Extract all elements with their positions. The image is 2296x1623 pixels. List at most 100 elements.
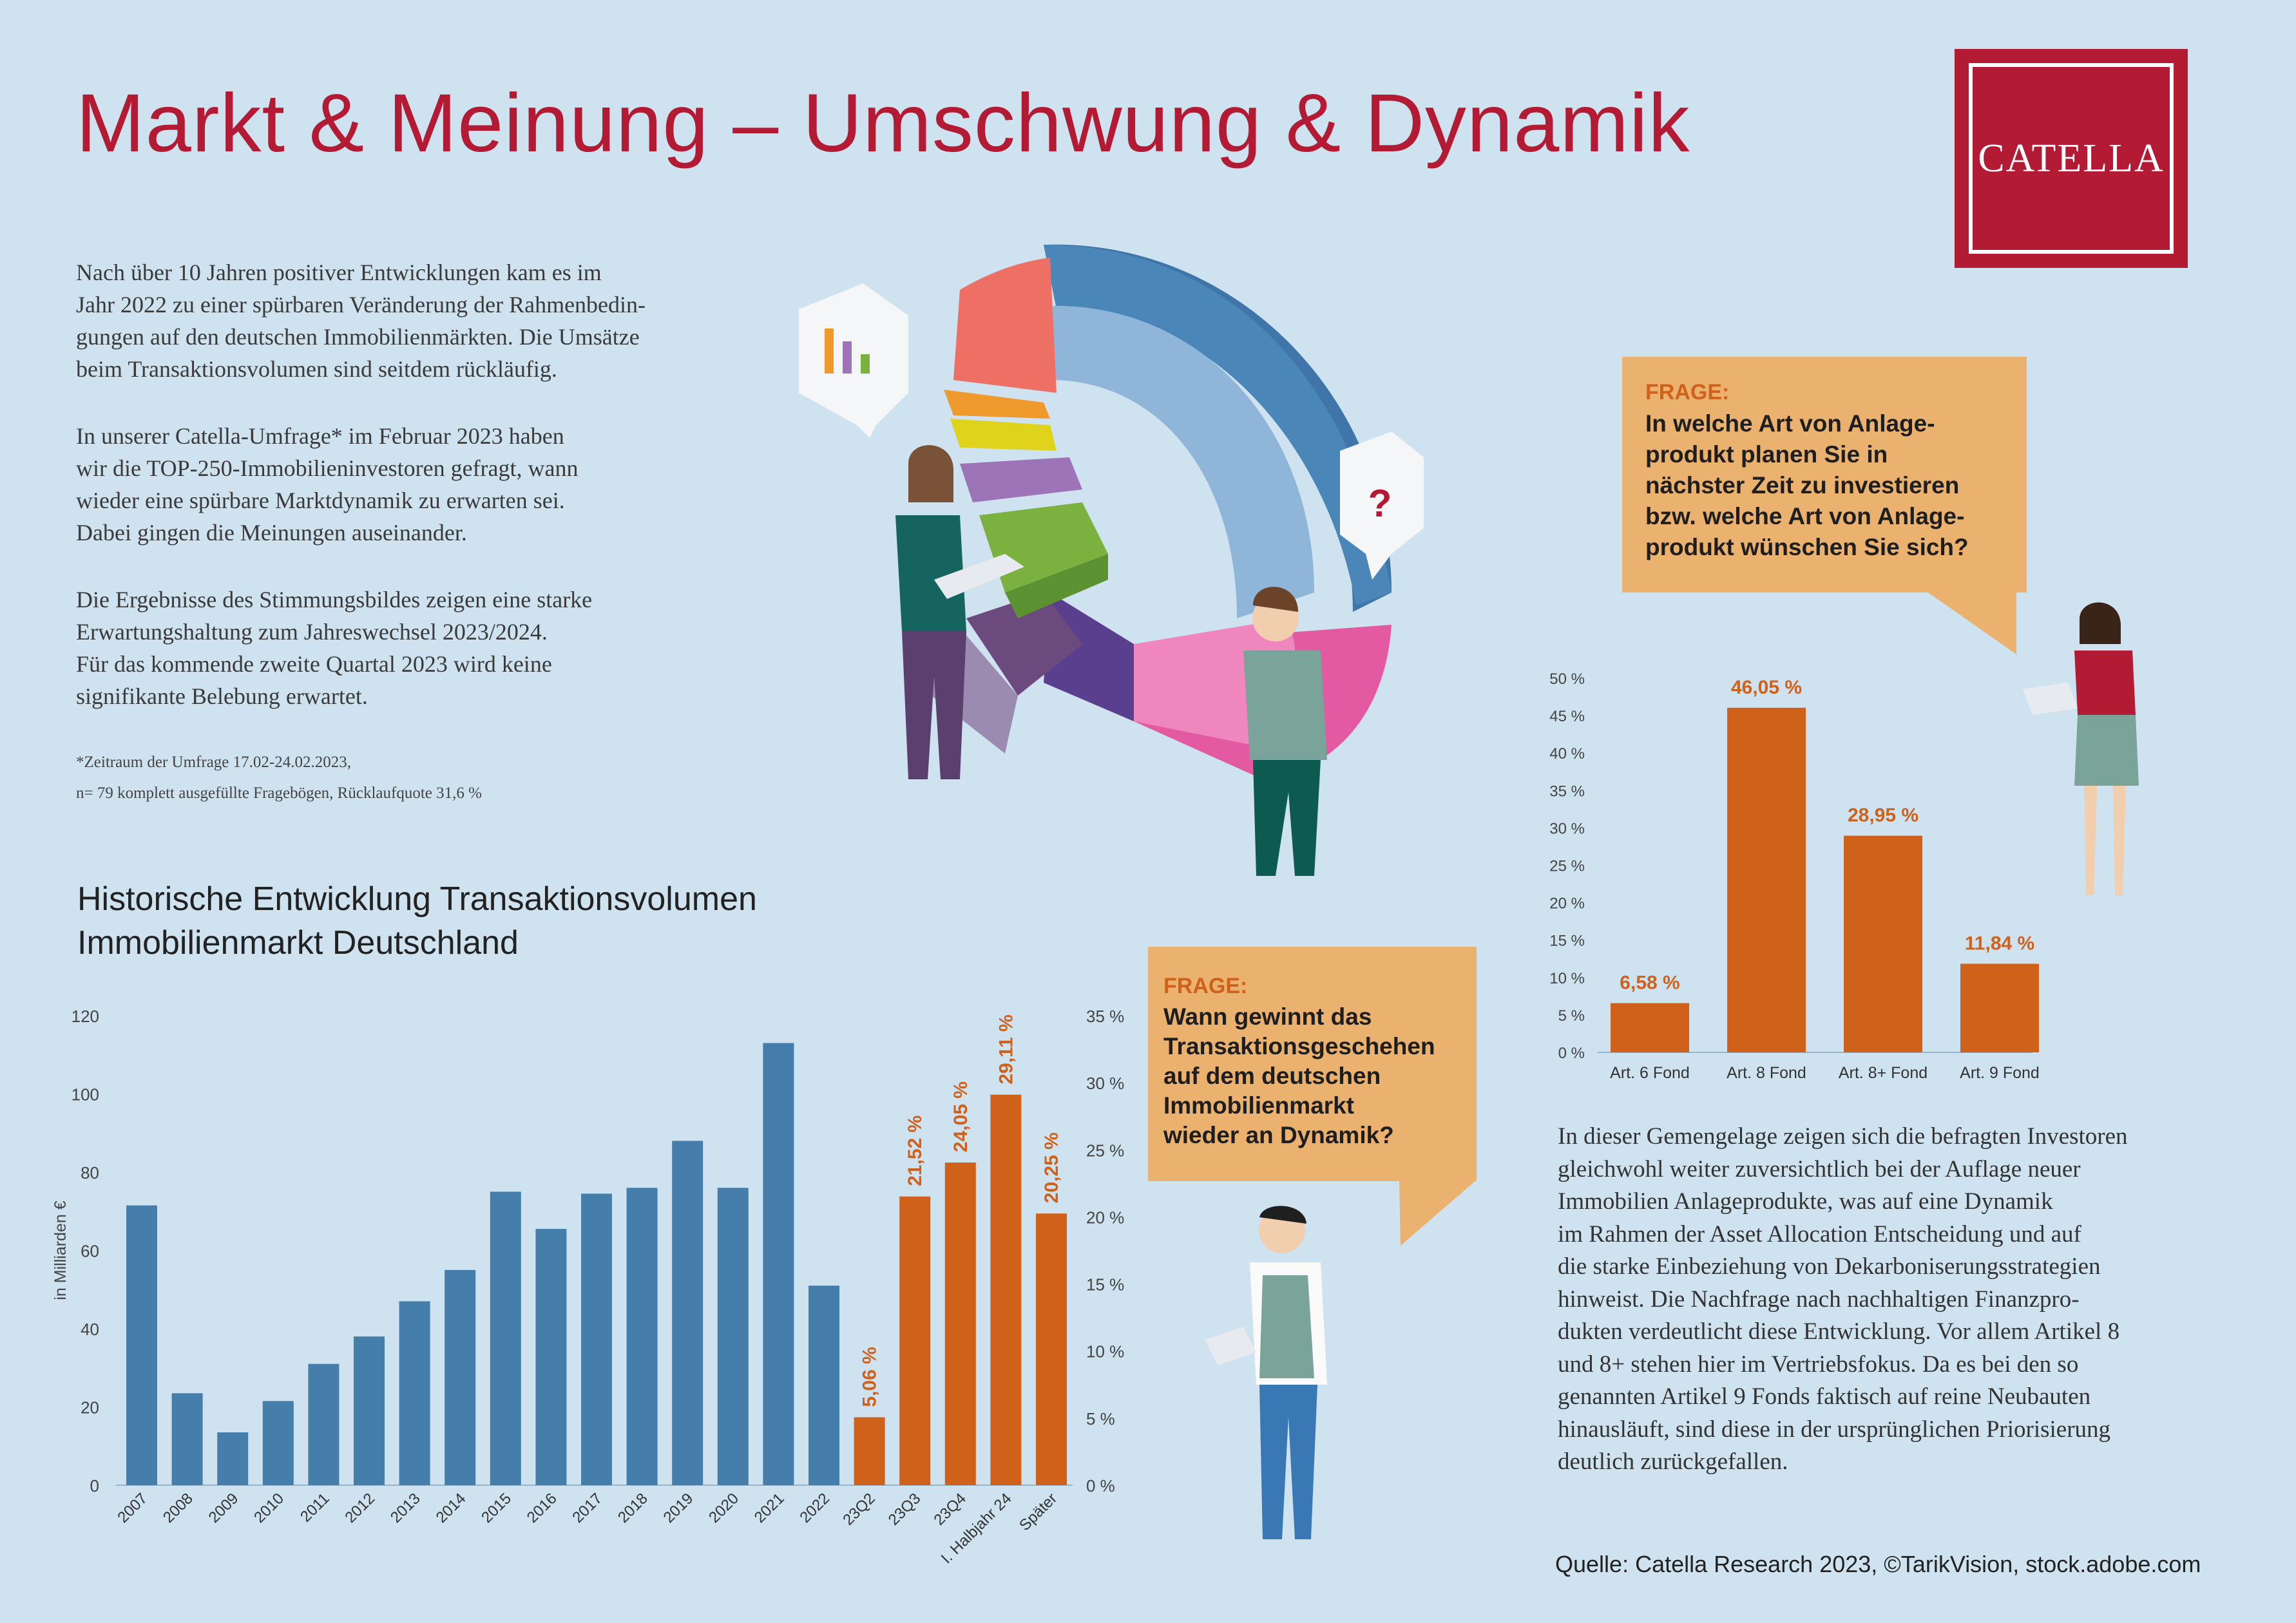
chart-title-line: Historische Entwicklung Transaktionsvolu… [77, 880, 757, 918]
source-credit: Quelle: Catella Research 2023, ©TarikVis… [1555, 1551, 2201, 1577]
intro-line: Nach über 10 Jahren positiver Entwicklun… [76, 260, 602, 285]
survey-bar-I. Halbjahr 24 [990, 1094, 1022, 1485]
text-line: deutlich zurückgefallen. [1558, 1448, 1788, 1475]
x-tick-label: 2020 [705, 1490, 742, 1526]
logo-text: CATELLA [1978, 136, 2165, 180]
x-tick-label: 23Q2 [839, 1490, 879, 1529]
intro-line: Für das kommende zweite Quartal 2023 wir… [76, 651, 552, 677]
bar-2008 [171, 1393, 203, 1485]
x-tick-label: 23Q3 [885, 1490, 924, 1529]
bar-data-label: 28,95 % [1848, 805, 1918, 826]
survey-bar-23Q4 [944, 1163, 976, 1485]
y-tick-label: 50 % [1549, 670, 1585, 688]
intro-line: beim Transaktionsvolumen sind seitdem rü… [76, 356, 557, 382]
intro-line: Erwartungshaltung zum Jahreswechsel 2023… [76, 619, 548, 645]
x-tick-label: 2019 [660, 1490, 697, 1526]
bar-2016 [535, 1229, 567, 1485]
y-tick-label: 15 % [1549, 933, 1585, 950]
text-line: und 8+ stehen hier im Vertriebsfokus. Da… [1558, 1351, 2079, 1378]
bar-2010 [262, 1401, 294, 1485]
survey-data-label: 5,06 % [859, 1347, 881, 1407]
frage-box-dynamics: FRAGE: Wann gewinnt das Transaktionsgesc… [1148, 947, 1477, 1181]
donut-illustration: ? [799, 244, 1424, 876]
x-tick-label: Art. 8+ Fond [1839, 1064, 1928, 1082]
y-tick-label: 10 % [1549, 970, 1585, 987]
x-tick-label: 2011 [297, 1490, 333, 1526]
survey-bar-Später [1036, 1213, 1067, 1485]
svg-text:?: ? [1368, 482, 1392, 525]
x-tick-label: 23Q4 [930, 1490, 970, 1529]
question-line: Immobilienmarkt [1163, 1092, 1355, 1119]
bar-2012 [354, 1336, 385, 1485]
y-tick-label: 60 [81, 1242, 99, 1261]
question-line: In welche Art von Anlage- [1645, 410, 1935, 437]
y2-tick-label: 15 % [1086, 1275, 1124, 1295]
x-tick-label: 2009 [206, 1490, 242, 1526]
x-tick-label: 2013 [387, 1490, 424, 1526]
y-tick-label: 25 % [1549, 858, 1585, 875]
footnote-line: *Zeitraum der Umfrage 17.02-24.02.2023, [76, 754, 351, 771]
bar-2011 [308, 1363, 340, 1485]
y-axis-label: in Milliarden € [52, 1201, 70, 1300]
text-line: Immobilien Anlageprodukte, was auf eine … [1558, 1188, 2053, 1215]
bar-data-label: 6,58 % [1620, 973, 1679, 994]
y2-tick-label: 25 % [1086, 1141, 1124, 1160]
intro-paragraph-3: Die Ergebnisse des Stimmungsbildes zeige… [76, 584, 752, 712]
conclusion-text: In dieser Gemengelage zeigen sich die be… [1558, 1121, 2215, 1479]
question-line: produkt planen Sie in [1645, 441, 1888, 468]
y-tick-label: 120 [72, 1007, 99, 1026]
x-tick-label: 2017 [569, 1490, 606, 1526]
question-line: bzw. welche Art von Anlage- [1645, 503, 1965, 529]
x-tick-label: Art. 6 Fond [1610, 1064, 1690, 1082]
y-tick-label: 80 [81, 1163, 99, 1182]
footnote-line: n= 79 komplett ausgefüllte Fragebögen, R… [76, 784, 482, 802]
x-tick-label: 2010 [251, 1490, 287, 1526]
bar-2017 [581, 1193, 612, 1485]
y-tick-label: 30 % [1549, 820, 1585, 837]
y-tick-label: 20 [81, 1398, 99, 1418]
x-tick-label: 2016 [524, 1490, 560, 1526]
x-tick-label: 2021 [751, 1490, 788, 1526]
frage-box-tail [1399, 1180, 1477, 1246]
y-tick-label: 0 % [1558, 1045, 1585, 1062]
y2-tick-label: 0 % [1086, 1476, 1115, 1495]
bar-2014 [445, 1269, 476, 1485]
chart-title-line: Immobilienmarkt Deutschland [77, 924, 519, 962]
intro-line: gungen auf den deutschen Immobilienmärkt… [76, 324, 640, 350]
y2-tick-label: 20 % [1086, 1208, 1124, 1227]
x-tick-label: Art. 8 Fond [1727, 1064, 1806, 1082]
frage-question: Wann gewinnt das Transaktionsgeschehen a… [1163, 1002, 1435, 1150]
page-title: Markt & Meinung – Umschwung & Dynamik [76, 77, 1690, 169]
woman-illustration [2023, 602, 2139, 895]
bar-art-9-fond [1960, 963, 2039, 1052]
man-illustration [1205, 1206, 1327, 1539]
bar-2020 [717, 1188, 749, 1485]
survey-data-label: 29,11 % [995, 1014, 1017, 1084]
text-line: gleichwohl weiter zuversichtlich bei der… [1558, 1155, 2081, 1182]
y-tick-label: 40 [81, 1320, 99, 1339]
text-line: hinweist. Die Nachfrage nach nachhaltige… [1558, 1286, 2080, 1313]
y-tick-label: 40 % [1549, 745, 1585, 763]
text-line: im Rahmen der Asset Allocation Entscheid… [1558, 1220, 2081, 1248]
question-line: Transaktionsgeschehen [1163, 1033, 1435, 1059]
transaction-volume-chart: 0 20 40 60 80 100 120 in Milliarden € 0 % 5 % 10 %… [52, 1007, 1124, 1567]
chart-title-transaction-volume: Historische Entwicklung Transaktionsvolu… [77, 877, 757, 965]
text-line: genannten Artikel 9 Fonds faktisch auf r… [1558, 1383, 2091, 1410]
bar-2009 [217, 1432, 249, 1485]
y-tick-label: 5 % [1558, 1007, 1585, 1025]
intro-line: In unserer Catella-Umfrage* im Februar 2… [76, 423, 564, 449]
intro-paragraph-1: Nach über 10 Jahren positiver Entwicklun… [76, 256, 752, 385]
bar-2015 [490, 1191, 521, 1485]
bar-art-8-fond [1844, 835, 1922, 1052]
survey-data-label: 20,25 % [1041, 1132, 1062, 1203]
x-tick-label: Art. 9 Fond [1960, 1064, 2040, 1082]
survey-bar-23Q3 [899, 1196, 931, 1485]
text-line: die starke Einbeziehung von Dekarboniser… [1558, 1253, 2101, 1280]
x-tick-label: 2012 [341, 1490, 378, 1526]
intro-line: Jahr 2022 zu einer spürbaren Veränderung… [76, 292, 646, 318]
x-tick-label: 2015 [478, 1490, 515, 1526]
survey-footnote: *Zeitraum der Umfrage 17.02-24.02.2023, … [76, 747, 482, 809]
intro-line: Dabei gingen die Meinungen auseinander. [76, 520, 467, 546]
bar-data-label: 11,84 % [1965, 933, 2034, 954]
y-tick-label: 45 % [1549, 708, 1585, 725]
